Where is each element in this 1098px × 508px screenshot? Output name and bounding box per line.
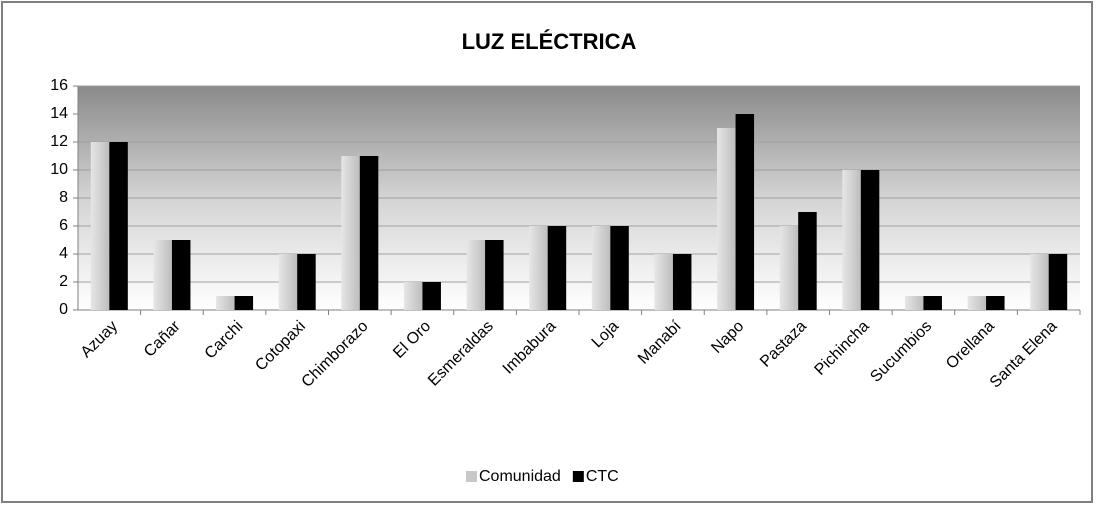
bar [591, 226, 611, 310]
bar [90, 142, 110, 310]
y-tick-label: 16 [50, 77, 68, 94]
bar [610, 226, 629, 310]
bar [359, 156, 379, 310]
bar [717, 128, 736, 310]
y-tick-label: 8 [59, 189, 68, 206]
bar [654, 254, 673, 310]
bar [735, 114, 755, 310]
y-tick-label: 2 [59, 273, 68, 290]
bar [171, 240, 191, 310]
bar [986, 296, 1005, 310]
bar [216, 296, 235, 310]
bar [485, 240, 504, 310]
y-tick-label: 12 [50, 133, 68, 150]
y-tick-label: 6 [59, 217, 68, 234]
bar [529, 226, 548, 310]
bar [672, 254, 692, 310]
y-tick-label: 14 [50, 105, 68, 122]
bar [297, 254, 316, 310]
bar [923, 296, 942, 310]
bar [1030, 254, 1049, 310]
legend-label: Comunidad [479, 468, 561, 485]
bar [234, 296, 254, 310]
legend-swatch [572, 471, 584, 482]
bar [109, 142, 128, 310]
bar [798, 212, 817, 310]
bar [860, 170, 880, 310]
bar [153, 240, 172, 310]
bar [278, 254, 298, 310]
bar [967, 296, 987, 310]
bar [1048, 254, 1068, 310]
bar [403, 282, 423, 310]
chart-title: LUZ ELÉCTRICA [462, 29, 637, 54]
bar [547, 226, 567, 310]
legend-label: CTC [586, 468, 619, 485]
bar [466, 240, 486, 310]
y-tick-label: 10 [50, 161, 68, 178]
y-tick-label: 0 [59, 301, 68, 318]
bar [779, 226, 799, 310]
legend-swatch [466, 471, 477, 482]
bar [842, 170, 861, 310]
bar [341, 156, 360, 310]
y-tick-label: 4 [59, 245, 68, 262]
bar [904, 296, 924, 310]
bar [422, 282, 441, 310]
